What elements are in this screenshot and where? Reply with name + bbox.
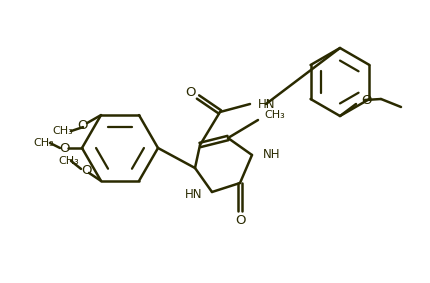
Text: NH: NH: [263, 149, 280, 162]
Text: HN: HN: [184, 188, 202, 200]
Text: CH₃: CH₃: [52, 126, 74, 136]
Text: O: O: [186, 85, 196, 98]
Text: HN: HN: [258, 98, 276, 112]
Text: O: O: [235, 213, 245, 226]
Text: O: O: [361, 93, 372, 106]
Text: O: O: [81, 164, 91, 177]
Text: O: O: [59, 142, 69, 155]
Text: O: O: [78, 119, 88, 132]
Text: CH₃: CH₃: [34, 138, 54, 148]
Text: CH₃: CH₃: [58, 156, 80, 166]
Text: CH₃: CH₃: [264, 110, 285, 120]
